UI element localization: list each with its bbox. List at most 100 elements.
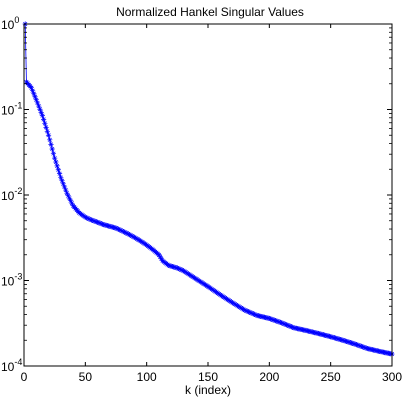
x-axis-label: k (index) bbox=[185, 383, 231, 397]
data-point bbox=[356, 342, 362, 349]
data-point bbox=[108, 224, 114, 230]
data-point bbox=[174, 265, 180, 271]
data-point bbox=[41, 116, 47, 123]
data-point bbox=[61, 184, 68, 190]
data-point bbox=[329, 334, 335, 340]
x-tick-label: 200 bbox=[259, 370, 279, 384]
data-point bbox=[345, 339, 351, 345]
data-point bbox=[49, 146, 55, 152]
data-point bbox=[242, 307, 248, 313]
data-point bbox=[342, 338, 348, 344]
data-point bbox=[347, 340, 353, 346]
data-point bbox=[133, 235, 139, 241]
data-point bbox=[244, 308, 250, 314]
x-tick-label: 300 bbox=[382, 370, 402, 384]
data-point bbox=[282, 321, 288, 327]
data-point bbox=[156, 252, 162, 258]
chart-title: Normalized Hankel Singular Values bbox=[116, 5, 304, 19]
data-point bbox=[359, 344, 366, 350]
data-point bbox=[280, 320, 286, 326]
data-point bbox=[86, 216, 92, 222]
data-point bbox=[29, 88, 36, 94]
data-point bbox=[341, 338, 347, 344]
data-point bbox=[110, 224, 117, 230]
data-point bbox=[64, 190, 70, 196]
data-point bbox=[167, 263, 173, 269]
data-point bbox=[118, 227, 124, 233]
data-point bbox=[90, 217, 96, 224]
data-point bbox=[66, 195, 72, 201]
data-point bbox=[68, 198, 74, 204]
data-point bbox=[283, 322, 290, 328]
data-point bbox=[179, 267, 185, 273]
data-point bbox=[59, 178, 65, 184]
data-point bbox=[31, 91, 37, 97]
data-point bbox=[112, 225, 118, 231]
data-point bbox=[331, 335, 337, 341]
data-point bbox=[351, 341, 357, 347]
data-point bbox=[82, 214, 88, 220]
data-point bbox=[339, 337, 345, 343]
data-point bbox=[129, 233, 135, 239]
data-point bbox=[173, 265, 179, 271]
data-point bbox=[243, 308, 249, 314]
y-tick-label: 10-1 bbox=[1, 101, 22, 118]
data-point bbox=[130, 234, 136, 240]
data-point bbox=[358, 343, 364, 349]
data-point bbox=[355, 342, 361, 348]
data-point bbox=[169, 263, 176, 270]
data-point bbox=[38, 109, 44, 115]
data-point bbox=[335, 336, 341, 342]
data-point bbox=[332, 335, 339, 341]
data-point bbox=[168, 263, 174, 269]
data-point bbox=[28, 85, 34, 91]
y-tick-label: 10-2 bbox=[1, 186, 22, 203]
data-point bbox=[114, 226, 120, 232]
data-point bbox=[288, 324, 295, 330]
data-point bbox=[34, 100, 41, 106]
data-point bbox=[115, 226, 122, 232]
data-point bbox=[37, 106, 43, 112]
data-point bbox=[92, 218, 98, 224]
data-point bbox=[334, 335, 340, 342]
data-point bbox=[271, 317, 277, 323]
data-point bbox=[36, 103, 42, 109]
data-point bbox=[248, 310, 254, 316]
data-point bbox=[336, 336, 342, 342]
data-point bbox=[117, 227, 123, 233]
data-point bbox=[277, 319, 283, 325]
data-point bbox=[126, 232, 133, 238]
data-point bbox=[253, 312, 259, 318]
data-point bbox=[69, 200, 75, 206]
x-tick-label: 100 bbox=[137, 370, 157, 384]
data-point bbox=[157, 254, 163, 260]
data-point bbox=[45, 132, 52, 138]
data-point bbox=[60, 181, 66, 187]
data-point bbox=[281, 321, 287, 327]
data-point bbox=[95, 219, 101, 225]
data-point bbox=[63, 187, 69, 193]
data-point bbox=[346, 339, 352, 345]
data-point bbox=[44, 128, 50, 134]
data-point bbox=[58, 174, 64, 181]
series-line bbox=[24, 23, 393, 355]
data-point bbox=[274, 318, 280, 324]
data-point bbox=[158, 256, 164, 262]
series-group bbox=[22, 21, 395, 357]
data-point bbox=[276, 319, 282, 325]
data-point bbox=[42, 120, 48, 127]
data-point bbox=[357, 343, 363, 349]
data-point bbox=[285, 322, 291, 328]
data-point bbox=[166, 262, 172, 269]
data-point bbox=[98, 221, 104, 227]
data-point bbox=[250, 311, 256, 317]
data-point bbox=[348, 340, 355, 346]
data-point bbox=[33, 97, 39, 103]
data-point bbox=[107, 223, 113, 229]
data-point bbox=[47, 137, 53, 143]
y-tick-label: 10-4 bbox=[1, 357, 22, 374]
data-point bbox=[353, 342, 360, 348]
data-point bbox=[32, 94, 38, 100]
data-point bbox=[87, 216, 93, 223]
